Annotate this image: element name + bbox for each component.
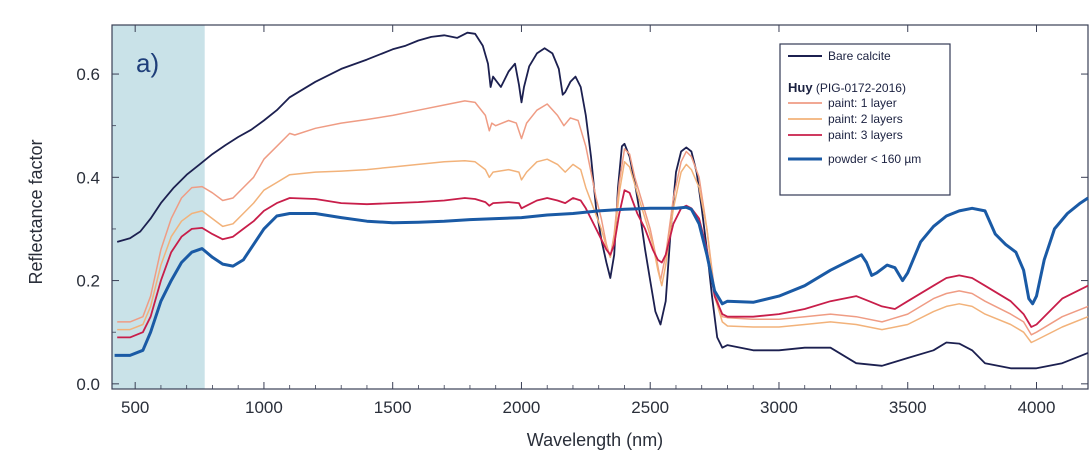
series-line-2 (117, 100, 1089, 336)
series-line-4 (117, 189, 1089, 339)
series-line-3 (117, 158, 1089, 344)
y-tick-label-1: 0.2 (76, 272, 100, 291)
x-tick-label-1500: 1500 (374, 398, 412, 417)
x-tick-label-4000: 4000 (1018, 398, 1056, 417)
x-tick-label-2000: 2000 (503, 398, 541, 417)
legend-entry-paint-2: paint: 2 layers (828, 112, 903, 126)
x-tick-label-3000: 3000 (760, 398, 798, 417)
legend-group-title-bold: Huy (788, 80, 813, 95)
y-tick-label-2: 0.4 (76, 168, 100, 187)
series-line-5 (114, 196, 1089, 357)
x-tick-label-1000: 1000 (245, 398, 283, 417)
legend: Bare calcite Huy (PIG-0172-2016) paint: … (779, 43, 951, 196)
y-tick-label-3: 0.6 (76, 65, 100, 84)
legend-entry-paint-3: paint: 3 layers (828, 128, 903, 142)
ticks-layer: 500 1000 1500 2000 2500 3000 3500 4000 0.0 0.2 0.4… (76, 25, 1089, 417)
panel-label: a) (136, 48, 159, 78)
series-line-1 (116, 31, 1089, 370)
x-tick-label-2500: 2500 (631, 398, 669, 417)
x-axis-label: Wavelength (nm) (527, 430, 663, 450)
legend-group-title: Huy (PIG-0172-2016) (788, 80, 906, 95)
series-layer (114, 31, 1089, 370)
y-tick-label-0: 0.0 (76, 375, 100, 394)
x-tick-label-3500: 3500 (889, 398, 927, 417)
y-axis-label: Reflectance factor (26, 139, 46, 284)
legend-entry-powder: powder < 160 µm (828, 152, 921, 166)
legend-entry-bare-calcite: Bare calcite (828, 49, 891, 63)
frame-layer (111, 24, 1089, 390)
x-tick-label-500: 500 (121, 398, 149, 417)
legend-entry-paint-1: paint: 1 layer (828, 96, 897, 110)
plot-frame (111, 24, 1089, 390)
legend-group-title-rest: (PIG-0172-2016) (813, 81, 906, 95)
